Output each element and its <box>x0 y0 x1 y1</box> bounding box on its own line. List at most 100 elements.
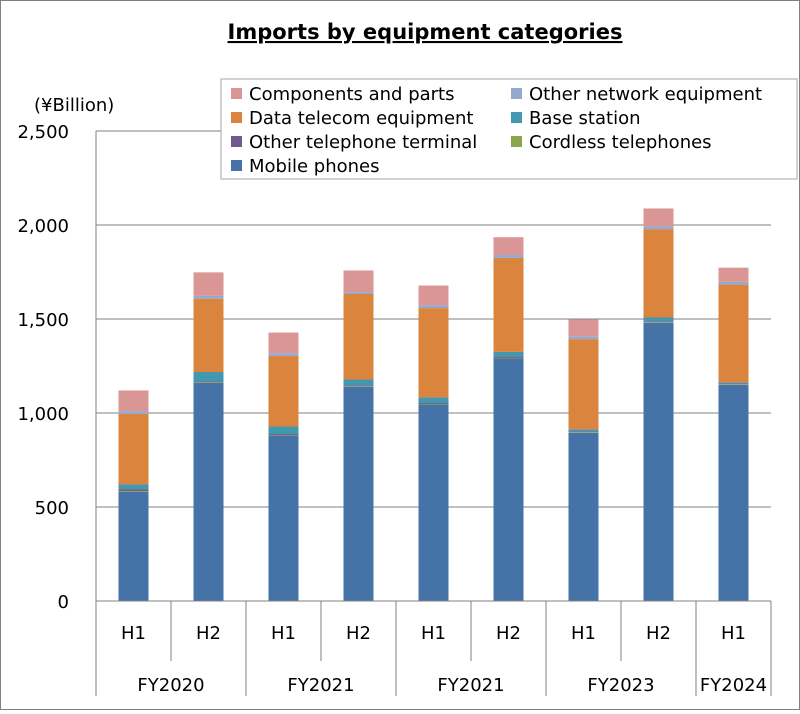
bar-segment <box>493 351 524 357</box>
x-tick-label: H1 <box>121 623 146 644</box>
bar-segment <box>268 434 299 435</box>
bar-segment <box>418 305 449 309</box>
y-axis-unit-label: (¥Billion) <box>34 95 114 116</box>
bar-segment <box>343 385 374 387</box>
bar-segment <box>118 390 149 412</box>
bar-segment <box>343 386 374 601</box>
legend-swatch <box>511 112 522 123</box>
bar-segment <box>718 384 749 385</box>
legend-label: Other telephone terminal <box>249 132 477 153</box>
x-tick-label: H2 <box>196 623 221 644</box>
bar-segment <box>343 386 374 387</box>
bar-segment <box>568 429 599 432</box>
bar-segment <box>268 332 299 354</box>
legend-label: Components and parts <box>249 84 454 105</box>
bar-segment <box>718 383 749 385</box>
legend: Components and parts Other network equipm… <box>220 78 798 180</box>
bar-segment <box>418 404 449 601</box>
bar-segment <box>568 432 599 601</box>
x-tick-label: H1 <box>721 623 746 644</box>
bar-segment <box>193 382 224 601</box>
bar-segment <box>493 257 524 352</box>
bar-segment <box>718 281 749 285</box>
legend-label: Mobile phones <box>249 156 379 177</box>
x-tick-label: H2 <box>346 623 371 644</box>
bar-segment <box>418 397 449 404</box>
bar-segment <box>118 484 149 490</box>
bar-segment <box>268 356 299 427</box>
legend-swatch <box>231 112 242 123</box>
bar-segment <box>118 411 149 414</box>
legend-label: Cordless telephones <box>529 132 712 153</box>
legend-swatch <box>511 88 522 99</box>
bar-segment <box>568 431 599 433</box>
bar-segment <box>193 381 224 383</box>
bar-segment <box>118 491 149 601</box>
bar-segment <box>268 353 299 357</box>
bar-segment <box>343 293 374 380</box>
x-tick-label: H2 <box>646 623 671 644</box>
bar-segment <box>193 372 224 382</box>
bar-segment <box>343 270 374 293</box>
bar-segment <box>568 319 599 337</box>
x-tick-label: H1 <box>421 623 446 644</box>
bar-segment <box>493 237 524 256</box>
bars <box>118 208 749 601</box>
legend-box <box>220 78 798 180</box>
legend-swatch <box>511 136 522 147</box>
legend-label: Base station <box>529 108 641 129</box>
bar-segment <box>718 384 749 601</box>
bar-segment <box>418 308 449 398</box>
y-tick-label: 1,500 <box>17 310 69 331</box>
x-tick-label: H2 <box>496 623 521 644</box>
bar-segment <box>568 339 599 430</box>
bar-segment <box>718 284 749 383</box>
bar-segment <box>268 434 299 436</box>
legend-label: Other network equipment <box>529 84 762 105</box>
bar-segment <box>643 322 674 601</box>
y-tick-label: 2,500 <box>17 122 69 143</box>
bar-segment <box>718 267 749 282</box>
bar-segment <box>193 382 224 383</box>
bar-segment <box>643 321 674 323</box>
bar-segment <box>193 272 224 296</box>
bar-segment <box>343 292 374 294</box>
bar-segment <box>268 426 299 435</box>
bar-segment <box>118 491 149 492</box>
bar-segment <box>643 226 674 230</box>
y-tick-label: 2,000 <box>17 216 69 237</box>
bar-segment <box>493 255 524 258</box>
bar-segment <box>343 379 374 386</box>
group-label: FY2021 <box>287 675 354 696</box>
bar-segment <box>418 403 449 404</box>
bar-segment <box>643 229 674 318</box>
bar-segment <box>643 322 674 323</box>
bar-segment <box>718 382 749 384</box>
chart-title: Imports by equipment categories <box>228 20 623 44</box>
bar-segment <box>643 208 674 227</box>
bar-segment <box>418 403 449 405</box>
bar-segment <box>118 489 149 492</box>
bar-segment <box>193 298 224 373</box>
axes: 0 500 1,000 1,500 2,000 2,500 H1 H2 H1 H2 H1 H2 H1 H2… <box>17 122 772 696</box>
bar-segment <box>493 356 524 358</box>
x-tick-label: H1 <box>571 623 596 644</box>
bar-segment <box>568 432 599 433</box>
bar-segment <box>493 357 524 359</box>
y-tick-label: 500 <box>35 498 69 519</box>
group-label: FY2023 <box>587 675 654 696</box>
legend-swatch <box>231 88 242 99</box>
legend-label: Data telecom equipment <box>249 108 473 129</box>
legend-swatch <box>231 136 242 147</box>
bar-segment <box>268 435 299 601</box>
y-tick-label: 1,000 <box>17 404 69 425</box>
group-label: FY2024 <box>700 675 767 696</box>
bar-segment <box>418 285 449 306</box>
bar-segment <box>643 317 674 322</box>
bar-segment <box>568 336 599 340</box>
legend-swatch <box>231 160 242 171</box>
group-label: FY2021 <box>437 675 504 696</box>
bar-segment <box>493 358 524 601</box>
